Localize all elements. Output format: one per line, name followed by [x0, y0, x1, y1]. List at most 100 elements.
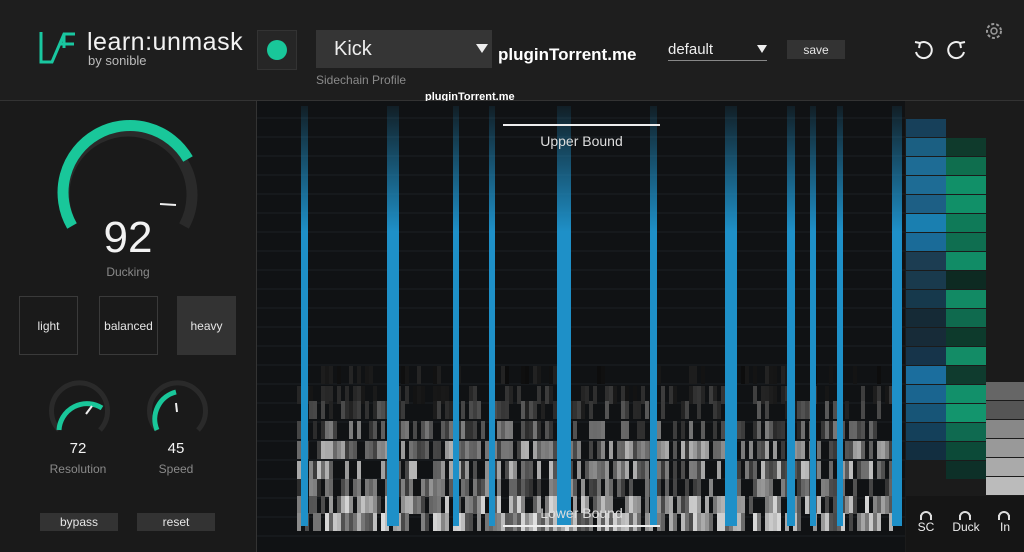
spectral-cell	[765, 496, 769, 514]
spectral-cell	[577, 441, 581, 459]
spectral-cell	[409, 479, 413, 497]
spectral-cell	[533, 421, 537, 439]
spectral-cell	[637, 401, 641, 419]
spectral-cell	[625, 421, 629, 439]
meter-label[interactable]: Duck	[952, 520, 980, 534]
settings-icon[interactable]	[983, 20, 1005, 42]
spectral-cell	[469, 441, 473, 459]
spectral-cell	[609, 386, 613, 404]
spectral-cell	[773, 513, 777, 531]
spectral-cell	[633, 461, 637, 479]
spectral-cell	[689, 513, 693, 531]
spectral-cell	[757, 479, 761, 497]
spectral-cell	[329, 366, 333, 384]
spectral-cell	[321, 461, 325, 479]
mode-button[interactable]: heavy	[177, 296, 236, 355]
spectral-cell	[509, 421, 513, 439]
spectral-cell	[353, 386, 357, 404]
spectral-cell	[473, 421, 477, 439]
duck-meter-cell	[946, 157, 986, 175]
spectral-cell	[525, 401, 529, 419]
reset-button[interactable]: reset	[137, 513, 215, 531]
resolution-knob[interactable]	[49, 380, 110, 432]
spectral-cell	[705, 441, 709, 459]
spectral-cell	[545, 421, 549, 439]
spectral-cell	[369, 479, 373, 497]
spectral-cell	[845, 441, 849, 459]
active-toggle[interactable]	[257, 30, 297, 70]
mode-button[interactable]: balanced	[99, 296, 158, 355]
meter-label[interactable]: In	[999, 520, 1010, 534]
spectral-cell	[537, 421, 541, 439]
duck-meter-cell	[946, 195, 986, 213]
spectral-cell	[825, 513, 829, 531]
sc-meter-cell	[906, 442, 946, 460]
spectral-cell	[781, 386, 785, 404]
spectral-cell	[677, 496, 681, 514]
duck-meter-cell	[946, 214, 986, 232]
spectral-cell	[461, 441, 465, 459]
spectral-cell	[601, 441, 605, 459]
headphone-icon	[998, 511, 1010, 520]
spectral-cell	[661, 386, 665, 404]
spectral-cell	[537, 366, 541, 384]
spectral-cell	[321, 401, 325, 419]
spectral-cell	[769, 386, 773, 404]
spectral-cell	[497, 421, 501, 439]
transient-line	[301, 106, 308, 526]
spectral-cell	[537, 461, 541, 479]
profile-dropdown[interactable]: Kick	[316, 30, 492, 68]
meter-label[interactable]: SC	[917, 520, 935, 534]
spectral-cell	[485, 461, 489, 479]
spectral-cell	[345, 401, 349, 419]
knob-pointer	[85, 405, 93, 415]
speed-knob[interactable]	[147, 380, 208, 432]
spectral-cell	[753, 513, 757, 531]
spectral-cell	[297, 496, 301, 514]
spectral-cell	[757, 421, 761, 439]
duck-meter-cell	[946, 442, 986, 460]
transient-line	[892, 106, 902, 526]
spectral-cell	[861, 401, 865, 419]
preset-dropdown[interactable]: default	[668, 40, 767, 61]
spectral-cell	[589, 441, 593, 459]
spectral-cell	[853, 496, 857, 514]
spectral-cell	[885, 479, 889, 497]
spectral-cell	[797, 401, 801, 419]
spectral-cell	[697, 386, 701, 404]
spectral-cell	[349, 366, 353, 384]
spectral-cell	[361, 496, 365, 514]
spectral-cell	[365, 479, 369, 497]
spectral-cell	[637, 461, 641, 479]
spectral-cell	[533, 401, 537, 419]
redo-icon[interactable]	[947, 41, 966, 59]
spectral-cell	[521, 421, 525, 439]
duck-meter-cell	[946, 252, 986, 270]
spectral-cell	[297, 421, 301, 439]
spectral-cell	[329, 401, 333, 419]
spectral-cell	[553, 401, 557, 419]
mode-button[interactable]: light	[19, 296, 78, 355]
spectral-cell	[629, 496, 633, 514]
spectral-cell	[313, 461, 317, 479]
undo-icon[interactable]	[914, 41, 933, 59]
save-button[interactable]: save	[787, 40, 845, 59]
spectral-cell	[865, 496, 869, 514]
spectral-cell	[369, 496, 373, 514]
upper-bound-handle[interactable]	[503, 124, 660, 126]
spectral-cell	[641, 461, 645, 479]
spectral-cell	[577, 401, 581, 419]
spectral-cell	[401, 366, 405, 384]
spectral-cell	[429, 479, 433, 497]
lower-bound-handle[interactable]	[503, 525, 660, 527]
knobs	[49, 120, 208, 432]
spectral-cell	[817, 496, 821, 514]
spectral-cell	[297, 513, 301, 531]
spectral-cell	[425, 479, 429, 497]
spectral-cell	[737, 496, 741, 514]
spectral-cell	[657, 461, 661, 479]
bypass-button[interactable]: bypass	[40, 513, 118, 531]
spectral-cell	[549, 441, 553, 459]
spectral-cell	[589, 421, 593, 439]
spectral-cell	[433, 401, 437, 419]
